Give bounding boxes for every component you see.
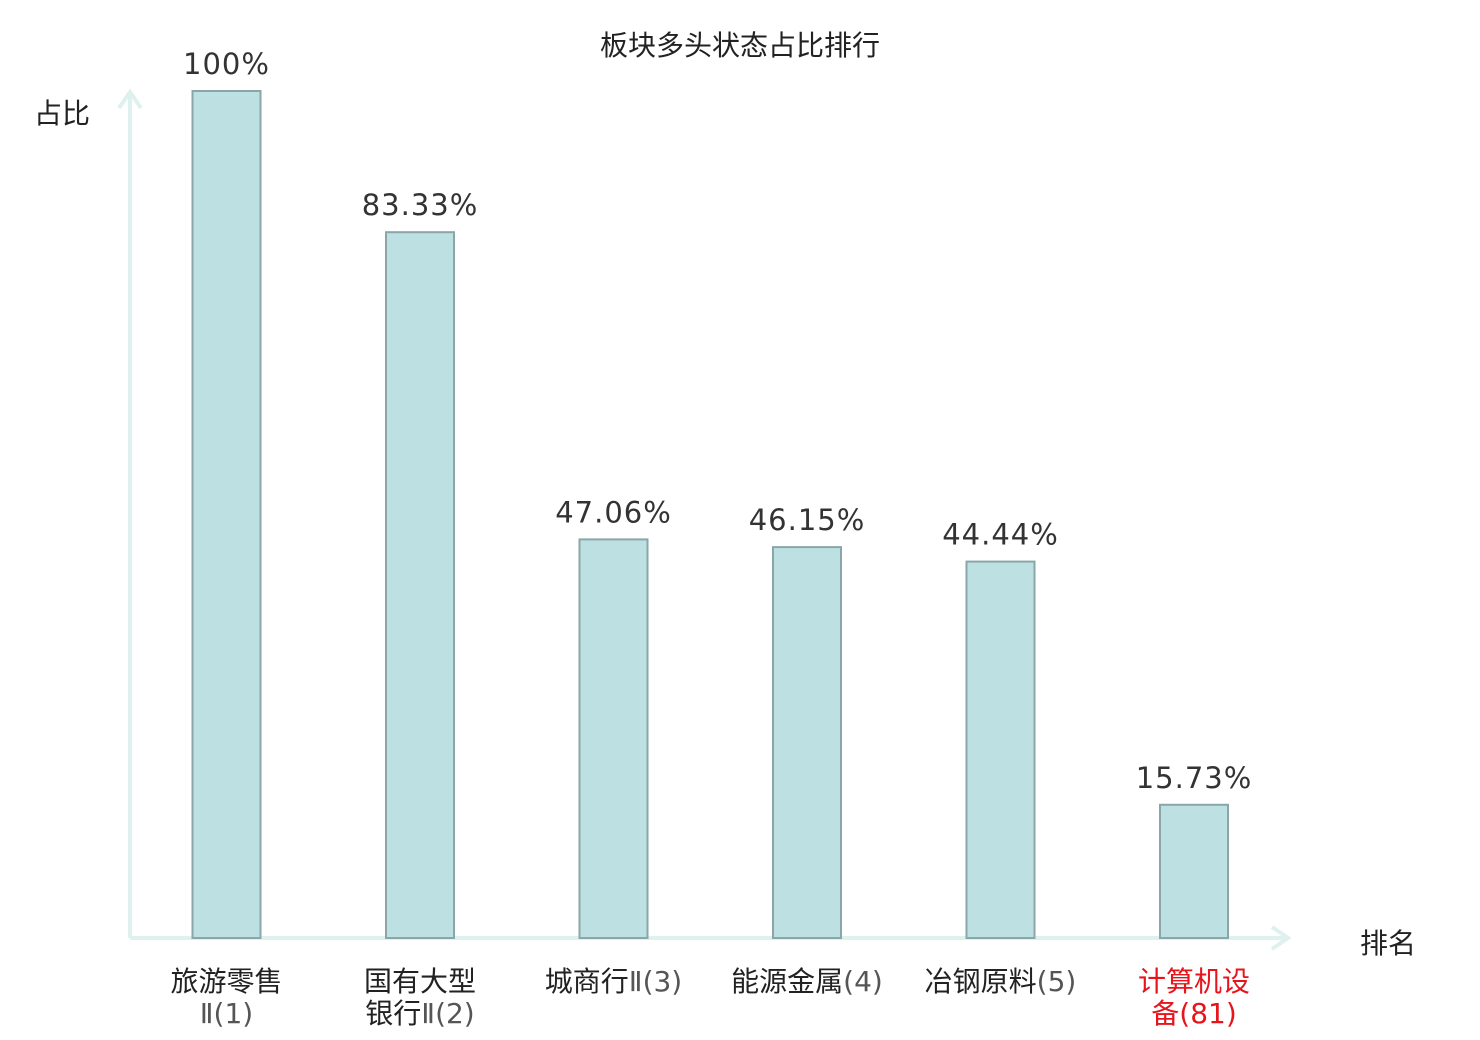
bar-5: [965, 560, 1036, 939]
data-label-4: 46.15%: [749, 503, 866, 537]
category-name: 计算机设: [1137, 965, 1250, 998]
bar-2: [385, 231, 455, 940]
category-label-3: 城商行Ⅱ(3): [524, 966, 704, 998]
category-label-2: 国有大型 银行Ⅱ(2): [330, 966, 510, 1030]
data-label-5: 44.44%: [942, 518, 1059, 552]
bar-6: [1159, 803, 1229, 939]
category-name-cont: 备: [1151, 997, 1180, 1030]
category-label-5: 冶钢原料(5): [911, 966, 1091, 998]
category-name: 冶钢原料: [924, 965, 1037, 998]
category-label-4: 能源金属(4): [717, 966, 897, 998]
category-name-cont: 银行: [365, 997, 422, 1030]
x-axis-label: 排名: [1360, 927, 1417, 960]
category-name: 城商行: [544, 965, 629, 998]
category-label-1: 旅游零售 Ⅱ(1): [137, 966, 317, 1030]
category-rank: Ⅱ(1): [199, 997, 254, 1030]
data-label-1: 100%: [183, 47, 270, 81]
category-name: 能源金属: [731, 965, 844, 998]
data-labels: 100% 83.33% 47.06% 46.15% 44.44% 15.73%: [183, 47, 1253, 795]
bar-4: [772, 546, 842, 939]
category-rank: (4): [843, 965, 883, 998]
data-label-2: 83.33%: [362, 188, 479, 222]
bars: [191, 90, 1229, 940]
bar-3: [578, 538, 649, 939]
y-axis-label: 占比: [34, 97, 91, 130]
category-rank: (5): [1036, 965, 1077, 998]
category-name: 国有大型: [363, 965, 476, 998]
y-axis-arrow: [117, 88, 143, 110]
category-label-6: 计算机设 备(81): [1104, 966, 1284, 1030]
x-axis-arrow: [1270, 925, 1292, 951]
data-label-3: 47.06%: [555, 495, 672, 529]
category-rank: Ⅱ(2): [421, 997, 475, 1030]
bar-1: [191, 90, 262, 939]
data-label-6: 15.73%: [1136, 761, 1253, 795]
category-name: 旅游零售: [170, 965, 283, 998]
axes: [117, 88, 1292, 951]
category-rank: Ⅱ(3): [628, 965, 683, 998]
category-rank: (81): [1179, 997, 1237, 1030]
chart-title: 板块多头状态占比排行: [599, 29, 880, 62]
